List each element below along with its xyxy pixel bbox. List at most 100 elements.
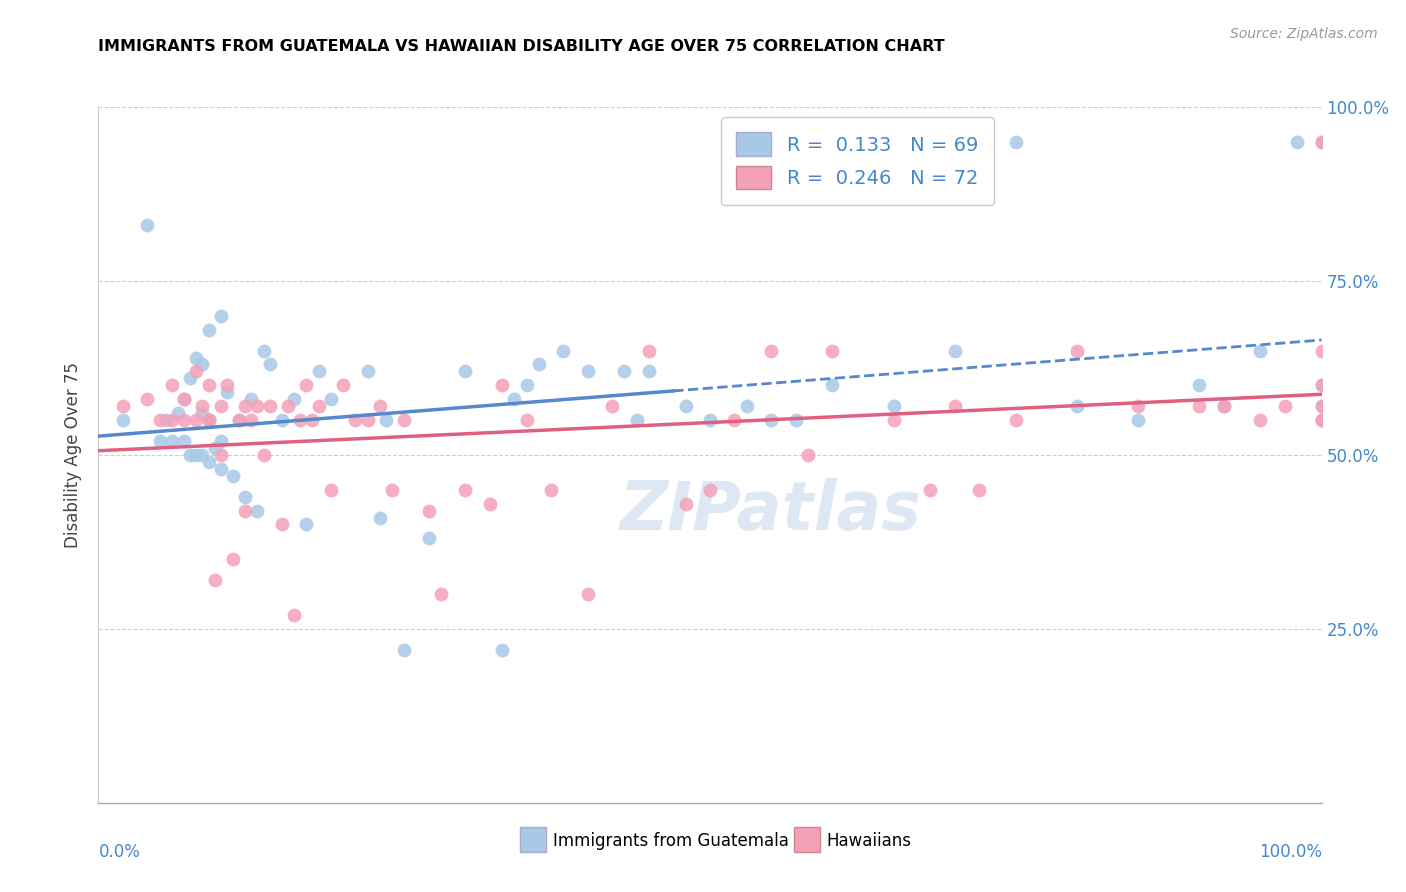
Point	[821, 343, 844, 358]
Point	[356, 413, 378, 427]
Point	[319, 483, 342, 497]
Point	[215, 385, 238, 400]
Point	[1004, 135, 1026, 149]
Text: Hawaiians: Hawaiians	[827, 832, 911, 850]
Point	[191, 399, 214, 413]
Point	[186, 448, 208, 462]
Point	[1128, 399, 1150, 413]
Point	[638, 364, 661, 378]
Point	[943, 343, 966, 358]
Point	[209, 399, 232, 413]
Point	[319, 392, 342, 407]
Point	[209, 434, 232, 448]
Point	[1274, 399, 1296, 413]
Point	[197, 413, 219, 427]
Point	[613, 364, 636, 378]
Point	[576, 364, 599, 378]
Point	[277, 399, 299, 413]
Point	[283, 392, 305, 407]
Point	[179, 448, 201, 462]
Point	[204, 573, 226, 587]
Point	[1310, 378, 1333, 392]
Point	[270, 413, 294, 427]
Text: 100.0%: 100.0%	[1258, 843, 1322, 861]
Point	[576, 587, 599, 601]
Text: 0.0%: 0.0%	[98, 843, 141, 861]
Point	[723, 413, 745, 427]
Point	[1310, 343, 1333, 358]
Point	[454, 483, 477, 497]
Point	[920, 483, 942, 497]
Point	[392, 642, 416, 657]
Point	[515, 413, 537, 427]
Point	[222, 468, 245, 483]
Point	[283, 607, 305, 622]
Point	[191, 448, 214, 462]
Point	[1286, 135, 1309, 149]
Point	[290, 413, 312, 427]
Point	[967, 483, 990, 497]
Point	[295, 378, 318, 392]
Point	[638, 343, 661, 358]
Legend: R =  0.133   N = 69, R =  0.246   N = 72: R = 0.133 N = 69, R = 0.246 N = 72	[721, 117, 994, 205]
Point	[160, 434, 183, 448]
Point	[186, 413, 208, 427]
Point	[209, 448, 232, 462]
Point	[1249, 343, 1271, 358]
Point	[699, 413, 721, 427]
Point	[149, 413, 172, 427]
Point	[173, 392, 195, 407]
Point	[332, 378, 354, 392]
Point	[252, 448, 274, 462]
Point	[1310, 135, 1333, 149]
Point	[344, 413, 367, 427]
Point	[173, 434, 195, 448]
Point	[209, 309, 232, 323]
Point	[222, 552, 245, 566]
Point	[1310, 413, 1333, 427]
Point	[197, 455, 219, 469]
Point	[295, 517, 318, 532]
Point	[761, 343, 783, 358]
Point	[173, 392, 195, 407]
Point	[553, 343, 575, 358]
Point	[240, 413, 263, 427]
Point	[149, 434, 172, 448]
Point	[418, 503, 440, 517]
Point	[1310, 378, 1333, 392]
Point	[155, 413, 177, 427]
Point	[228, 413, 250, 427]
Point	[454, 364, 477, 378]
Point	[491, 378, 513, 392]
Point	[136, 219, 159, 233]
Point	[228, 413, 250, 427]
Point	[1128, 413, 1150, 427]
Text: IMMIGRANTS FROM GUATEMALA VS HAWAIIAN DISABILITY AGE OVER 75 CORRELATION CHART: IMMIGRANTS FROM GUATEMALA VS HAWAIIAN DI…	[98, 38, 945, 54]
Point	[191, 358, 214, 372]
Point	[540, 483, 562, 497]
Point	[374, 413, 396, 427]
Point	[1066, 343, 1088, 358]
Point	[252, 343, 274, 358]
Point	[478, 497, 501, 511]
Text: Immigrants from Guatemala: Immigrants from Guatemala	[553, 832, 789, 850]
Point	[675, 399, 697, 413]
Point	[1249, 413, 1271, 427]
Point	[173, 413, 195, 427]
Point	[761, 413, 783, 427]
Point	[209, 462, 232, 476]
Point	[515, 378, 537, 392]
Point	[1310, 399, 1333, 413]
Point	[785, 413, 807, 427]
Point	[204, 441, 226, 455]
Point	[308, 399, 330, 413]
Point	[270, 517, 294, 532]
Point	[240, 392, 263, 407]
Point	[191, 406, 214, 420]
Point	[883, 413, 905, 427]
Point	[797, 448, 820, 462]
Point	[111, 399, 134, 413]
Y-axis label: Disability Age Over 75: Disability Age Over 75	[65, 362, 83, 548]
Point	[381, 483, 404, 497]
Point	[600, 399, 623, 413]
